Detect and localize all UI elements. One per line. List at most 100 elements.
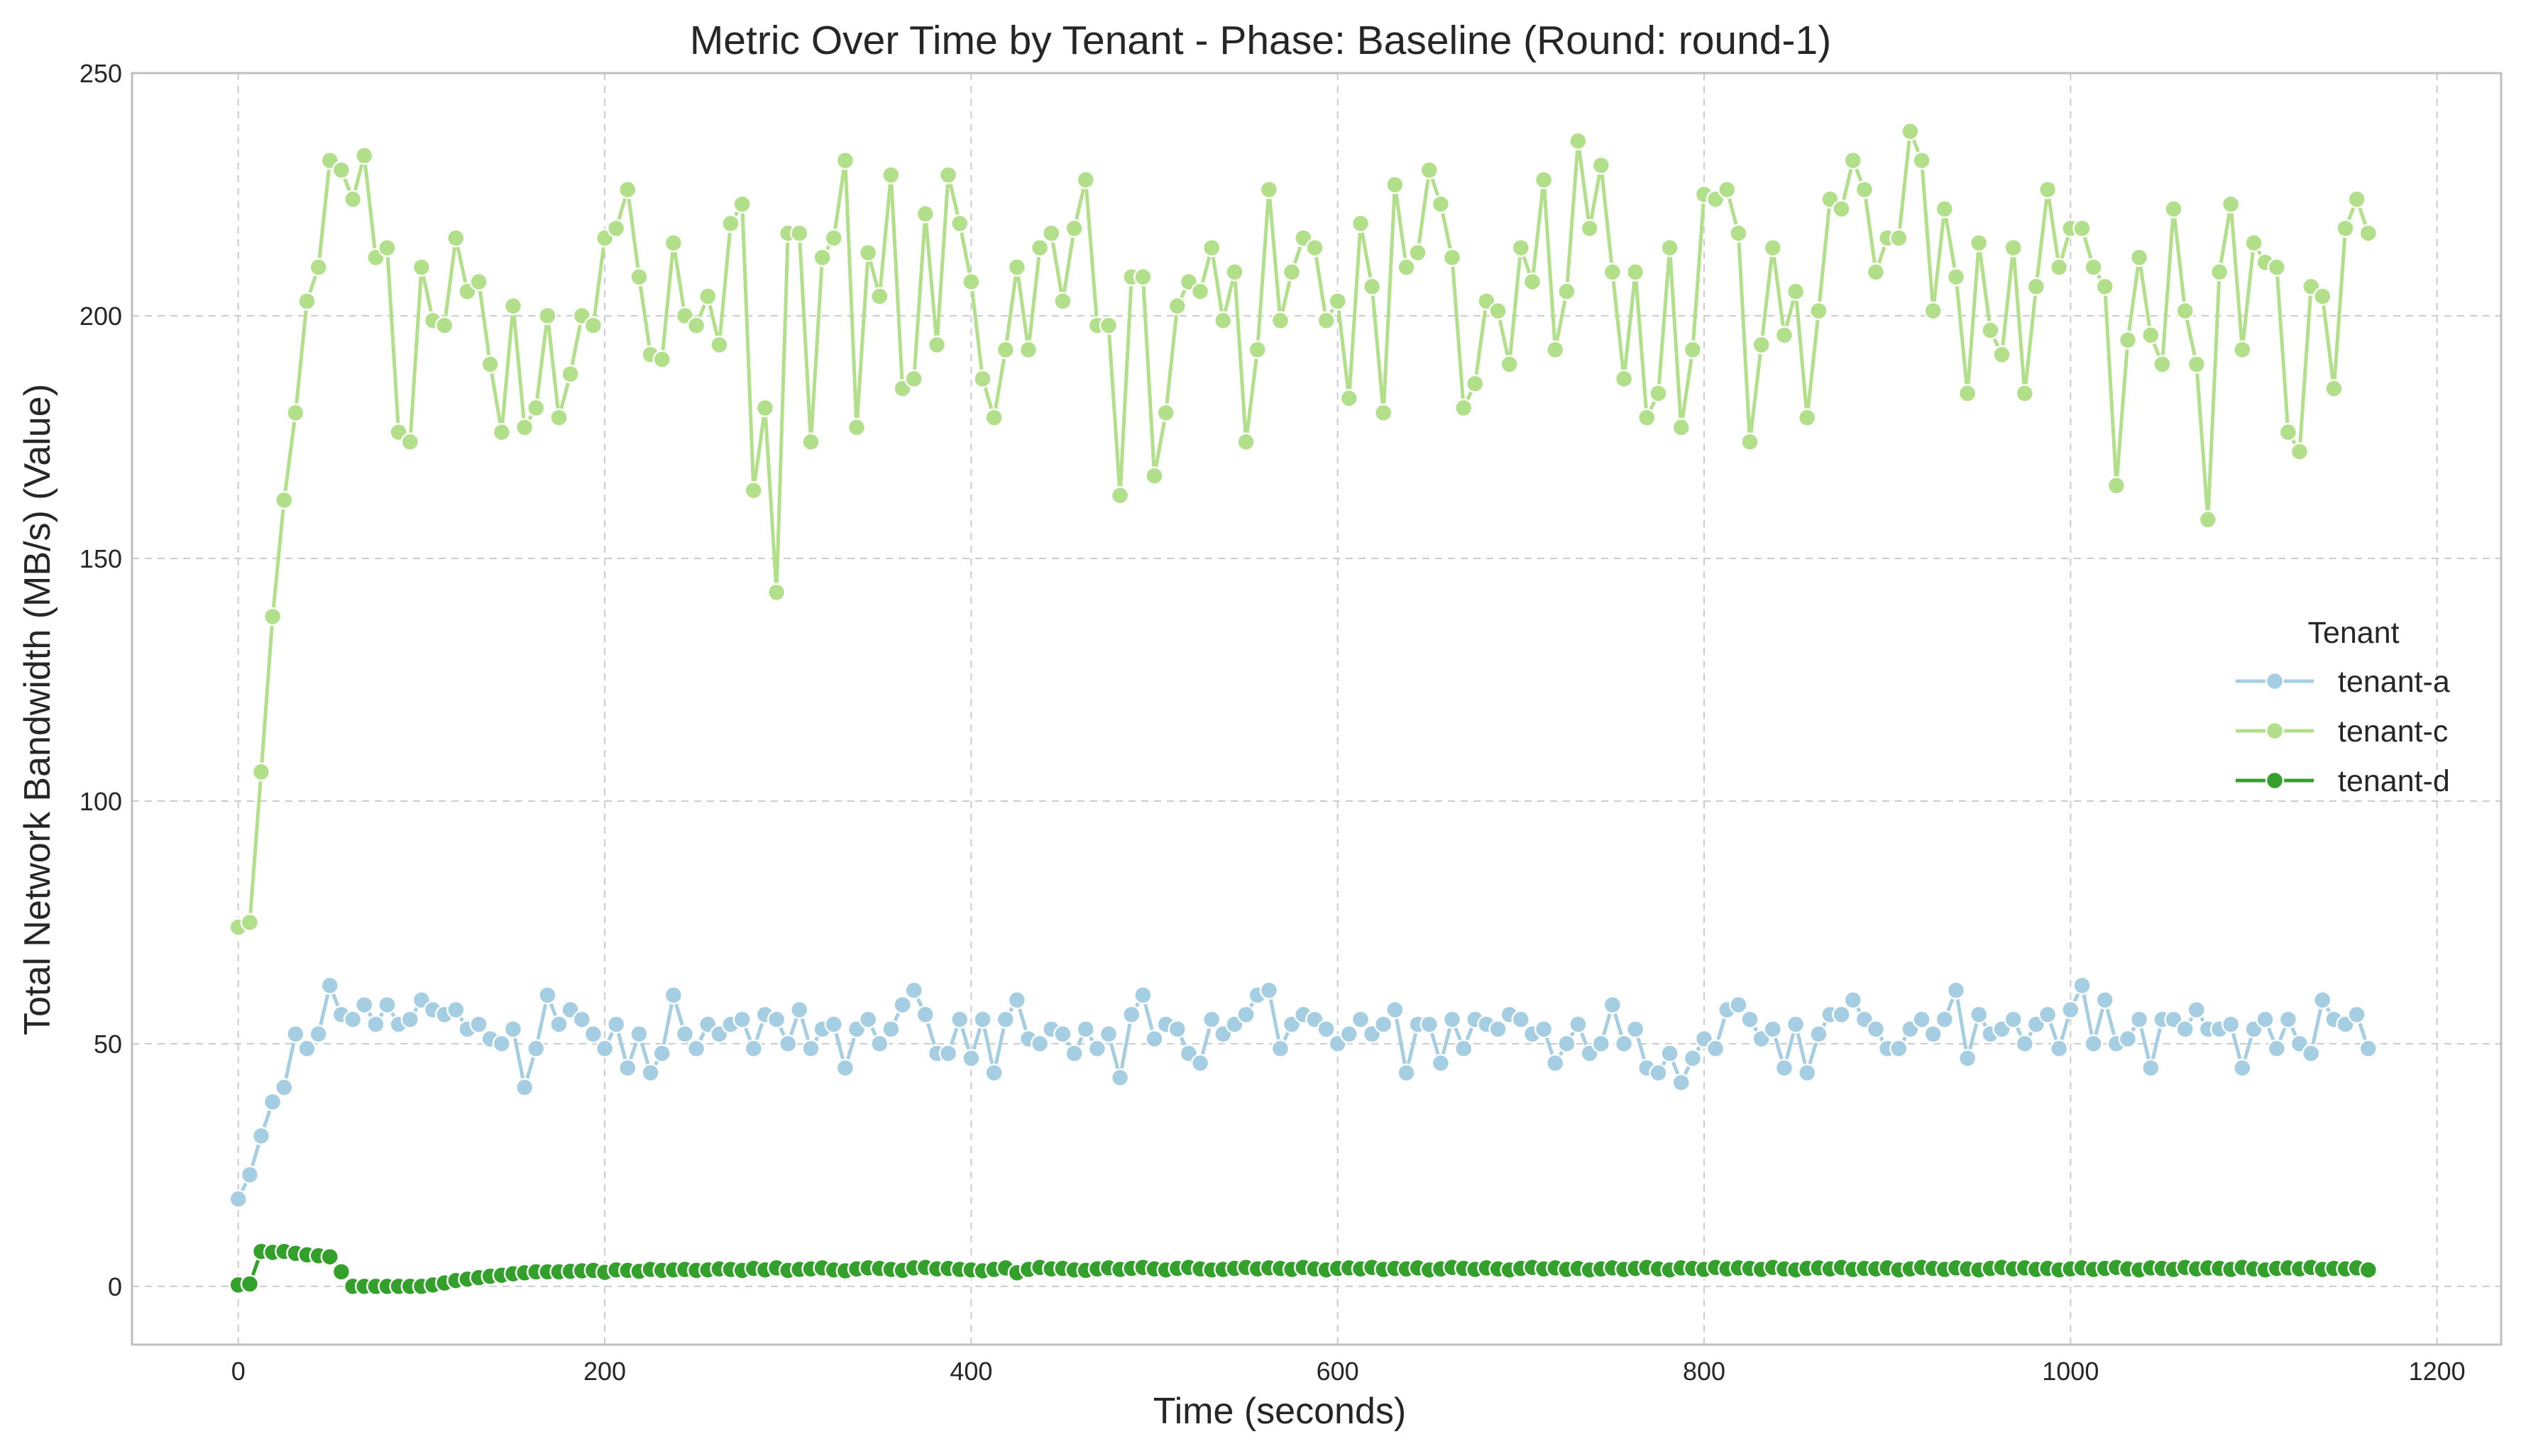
data-point [2049, 1039, 2069, 1059]
data-point [240, 1274, 260, 1294]
data-point [1660, 238, 1679, 258]
data-point [1603, 263, 1622, 282]
data-point [2015, 384, 2035, 403]
data-point [893, 995, 912, 1015]
data-point [2221, 194, 2241, 214]
data-point [870, 287, 889, 306]
data-point [1122, 1005, 1141, 1025]
y-tick-label: 0 [108, 1272, 122, 1301]
data-point [721, 214, 740, 233]
data-point [378, 238, 397, 258]
data-point [1373, 1015, 1393, 1034]
data-point [1866, 263, 1886, 282]
data-point [790, 1000, 809, 1020]
data-point [1729, 224, 1748, 243]
data-point [1442, 248, 1462, 268]
data-point [1488, 301, 1507, 321]
data-point [858, 1010, 878, 1029]
data-point [1591, 155, 1611, 175]
data-point [2118, 330, 2138, 350]
data-point [297, 292, 317, 311]
data-point [1546, 340, 1565, 360]
data-point [240, 1165, 260, 1184]
data-point [263, 1092, 282, 1112]
data-point [1351, 214, 1371, 233]
data-point [1603, 995, 1622, 1015]
data-point [2324, 379, 2344, 398]
data-point [2187, 1000, 2207, 1020]
data-point [938, 165, 958, 184]
data-point [2347, 189, 2366, 209]
data-point [2358, 1260, 2378, 1279]
data-point [1145, 466, 1164, 485]
data-point [1797, 408, 1817, 427]
data-point [1419, 1015, 1439, 1034]
data-point [1752, 335, 1771, 355]
data-point [1145, 1029, 1164, 1049]
data-point [2141, 326, 2160, 345]
data-point [538, 986, 557, 1005]
data-point [2290, 442, 2309, 461]
data-point [664, 986, 683, 1005]
x-tick-label: 0 [231, 1357, 246, 1386]
data-point [1030, 1034, 1050, 1054]
data-point [1339, 389, 1359, 408]
data-point [801, 432, 820, 452]
data-point [996, 340, 1016, 360]
data-point [2358, 1039, 2378, 1059]
data-point [2198, 510, 2218, 529]
data-point [870, 1034, 889, 1054]
data-point [229, 1189, 248, 1209]
x-tick-label: 600 [1317, 1357, 1359, 1386]
data-point [1065, 1044, 1084, 1063]
data-point [813, 248, 832, 268]
data-point [1557, 1034, 1576, 1054]
data-point [309, 258, 328, 277]
data-point [378, 995, 397, 1015]
data-point [2095, 277, 2114, 297]
data-point [343, 189, 363, 209]
data-point [2118, 1029, 2138, 1049]
data-point [1270, 311, 1290, 331]
data-point [2267, 1039, 2287, 1059]
data-point [950, 1010, 970, 1029]
data-point [2233, 1058, 2252, 1078]
data-point [1351, 1010, 1371, 1029]
data-point [1981, 321, 2000, 340]
data-point [1431, 194, 1451, 214]
data-point [595, 1039, 615, 1059]
data-point [1030, 238, 1050, 258]
x-tick-label: 1000 [2042, 1357, 2099, 1386]
data-point [1168, 1020, 1187, 1039]
data-point [343, 1010, 363, 1029]
data-point [1569, 1015, 1588, 1034]
data-point [366, 1015, 385, 1034]
data-point [1511, 238, 1531, 258]
data-point [962, 1049, 981, 1068]
data-point [881, 165, 901, 184]
data-point [2175, 301, 2195, 321]
data-point [2313, 287, 2332, 306]
data-point [1454, 398, 1473, 418]
data-point [2015, 1034, 2035, 1054]
data-point [1923, 301, 1943, 321]
data-point [2038, 180, 2058, 199]
data-point [1270, 1039, 1290, 1059]
data-point [1466, 374, 1485, 393]
data-point [1546, 1054, 1565, 1073]
data-point [1419, 160, 1439, 180]
data-point [1065, 219, 1084, 238]
data-point [2004, 1010, 2023, 1029]
y-tick-label: 200 [79, 302, 122, 331]
legend-label: tenant-d [2338, 764, 2450, 798]
data-point [240, 912, 260, 932]
data-point [950, 214, 970, 233]
data-point [630, 1025, 649, 1044]
data-point [1946, 268, 1966, 287]
data-point [1236, 432, 1256, 452]
data-point [1706, 1039, 1725, 1059]
data-point [824, 228, 844, 248]
data-point [2244, 233, 2263, 253]
data-point [1454, 1039, 1473, 1059]
data-point [1282, 263, 1302, 282]
